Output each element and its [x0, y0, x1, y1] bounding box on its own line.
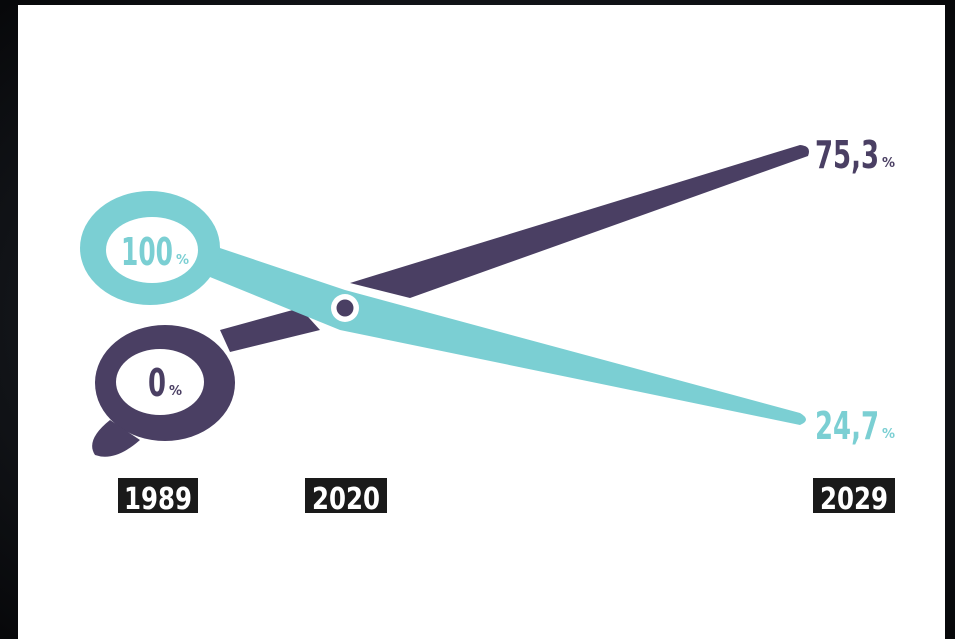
panel	[18, 5, 945, 639]
year-label: 2020	[312, 482, 380, 517]
year-label: 2029	[820, 482, 888, 517]
unit: %	[882, 427, 895, 442]
end-label: 24,7	[815, 404, 879, 448]
end-label: 75,3	[815, 133, 879, 177]
pivot-center	[337, 300, 354, 317]
unit: %	[882, 156, 895, 171]
unit: %	[169, 384, 182, 399]
unit: %	[176, 253, 189, 268]
year-label: 1989	[124, 482, 192, 517]
start-label: 100	[121, 230, 173, 274]
start-label: 0	[148, 361, 166, 405]
infographic: 100 % 0 % 75,3 % 24,7 % 1989 2020 2029	[0, 0, 955, 639]
